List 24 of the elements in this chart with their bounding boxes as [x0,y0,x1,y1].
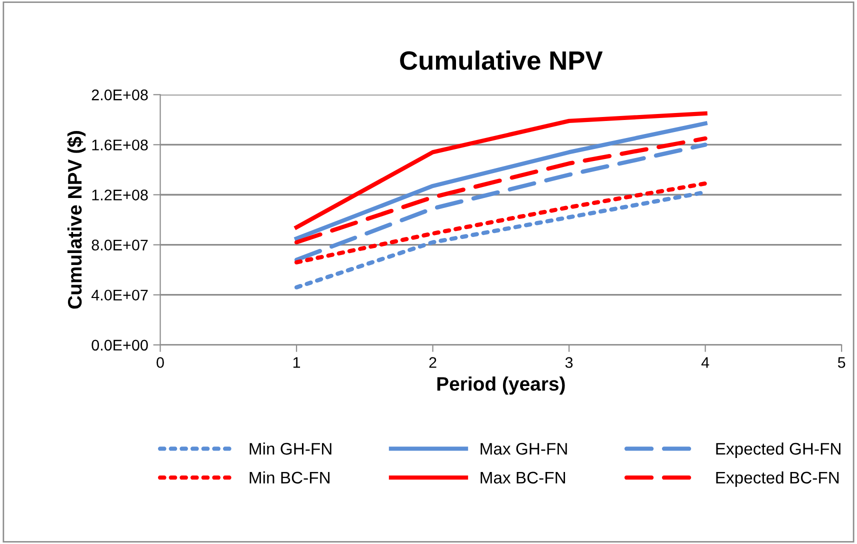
x-tick-label: 4 [701,357,710,368]
line-series [294,111,708,230]
y-tick-label: 2.0E+08 [92,90,148,100]
y-tick-label: 8.0E+07 [92,240,148,250]
line-series [294,181,708,264]
line-series [294,142,708,262]
legend-label: Max BC-FN [480,472,566,484]
legend-label: Max GH-FN [480,442,567,455]
y-tick-label: 0.0E+00 [92,340,148,351]
chart-title: Cumulative NPV [400,50,603,70]
x-tick-label: 2 [429,357,436,368]
legend-label: Min BC-FN [250,471,330,484]
y-axis-title: Cumulative NPV ($) [67,131,86,309]
x-tick-label: 0 [156,357,164,368]
legend-label: Expected BC-FN [716,471,839,487]
x-tick-label: 1 [293,357,300,368]
y-tick-label: 1.2E+08 [92,190,148,200]
legend-label: Min GH-FN [250,442,332,455]
x-tick-label: 3 [565,357,573,368]
y-tick-label: 1.6E+08 [92,140,148,150]
legend-label: Expected GH-FN [716,442,840,458]
x-axis-title: Period (years) [437,376,565,395]
x-tick-label: 5 [838,357,846,368]
y-tick-label: 4.0E+07 [91,290,148,301]
